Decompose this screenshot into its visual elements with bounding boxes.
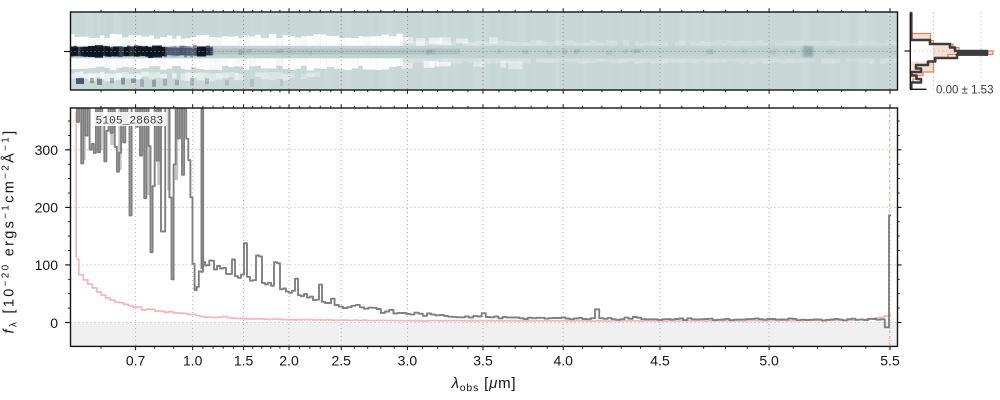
svg-text:0.00 ± 1.53: 0.00 ± 1.53 xyxy=(936,85,993,97)
svg-text:2.5: 2.5 xyxy=(331,353,351,369)
svg-text:5.5: 5.5 xyxy=(880,353,900,369)
svg-text:0: 0 xyxy=(50,315,58,331)
svg-text:4.5: 4.5 xyxy=(650,353,670,369)
svg-text:3.5: 3.5 xyxy=(473,353,493,369)
svg-text:5.0: 5.0 xyxy=(759,353,779,369)
svg-text:fλ [10−20 ergs−1cm−2Å−1]: fλ [10−20 ergs−1cm−2Å−1] xyxy=(0,129,19,334)
svg-text:1.0: 1.0 xyxy=(183,353,203,369)
svg-text:100: 100 xyxy=(35,257,59,273)
svg-text:3.0: 3.0 xyxy=(398,353,418,369)
svg-text:300: 300 xyxy=(35,142,59,158)
svg-text:0.7: 0.7 xyxy=(126,353,146,369)
svg-text:4.0: 4.0 xyxy=(553,353,573,369)
svg-text:λobs [μm]: λobs [μm] xyxy=(451,375,517,394)
svg-text:200: 200 xyxy=(35,200,59,216)
svg-text:1.5: 1.5 xyxy=(234,353,254,369)
svg-text:2.0: 2.0 xyxy=(279,353,299,369)
svg-text:5105_28683: 5105_28683 xyxy=(96,116,164,128)
